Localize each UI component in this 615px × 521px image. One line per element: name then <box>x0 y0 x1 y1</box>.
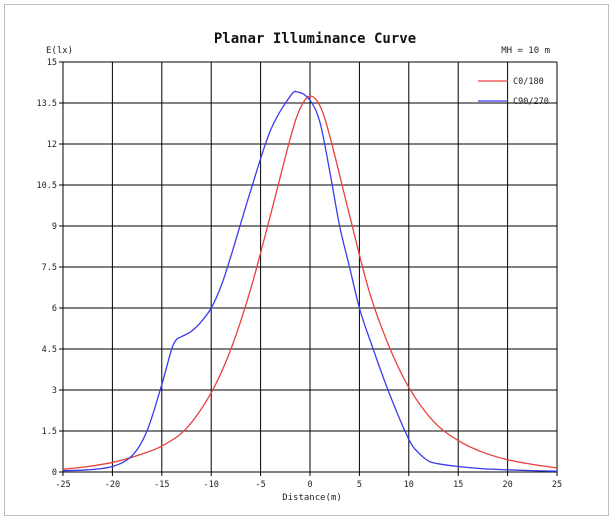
series-line-c90-270 <box>62 90 558 472</box>
y-tick-label: 7.5 <box>42 263 57 273</box>
y-tick-label: 4.5 <box>42 345 57 355</box>
x-tick-label: 25 <box>552 480 562 490</box>
tick-labels: -25 -20 -15 -10 -5 0 5 10 15 20 25 0 1.5 3 4.5 6 7.5 9 10.… <box>37 58 563 490</box>
mounting-height-annotation: MH = 10 m <box>501 46 550 56</box>
x-tick-label: -25 <box>55 480 70 490</box>
y-tick-label: 3 <box>52 386 57 396</box>
x-tick-label: 0 <box>307 480 312 490</box>
x-tick-label: -10 <box>204 480 219 490</box>
y-tick-label: 13.5 <box>37 99 57 109</box>
plot-lines <box>62 90 558 472</box>
x-tick-label: 20 <box>502 480 512 490</box>
series-line-c0-180 <box>62 95 558 470</box>
y-tick-label: 0 <box>52 468 57 478</box>
y-tick-label: 1.5 <box>42 427 57 437</box>
chart-title: Planar Illuminance Curve <box>214 31 416 47</box>
y-tick-label: 12 <box>47 140 57 150</box>
y-axis-label: E(lx) <box>46 46 73 56</box>
x-tick-label: 5 <box>357 480 362 490</box>
x-tick-label: -5 <box>255 480 265 490</box>
x-tick-label: 10 <box>404 480 414 490</box>
y-tick-label: 10.5 <box>37 181 57 191</box>
grid <box>59 61 558 476</box>
x-tick-label: -15 <box>154 480 169 490</box>
x-tick-label: -20 <box>105 480 120 490</box>
y-tick-label: 15 <box>47 58 57 68</box>
x-tick-label: 15 <box>453 480 463 490</box>
legend-label-c0-180: C0/180 <box>513 77 544 87</box>
legend: C0/180 C90/270 <box>478 77 549 107</box>
y-tick-label: 6 <box>52 304 57 314</box>
legend-label-c90-270: C90/270 <box>513 97 549 107</box>
y-tick-label: 9 <box>52 222 57 232</box>
x-axis-label: Distance(m) <box>282 493 342 503</box>
